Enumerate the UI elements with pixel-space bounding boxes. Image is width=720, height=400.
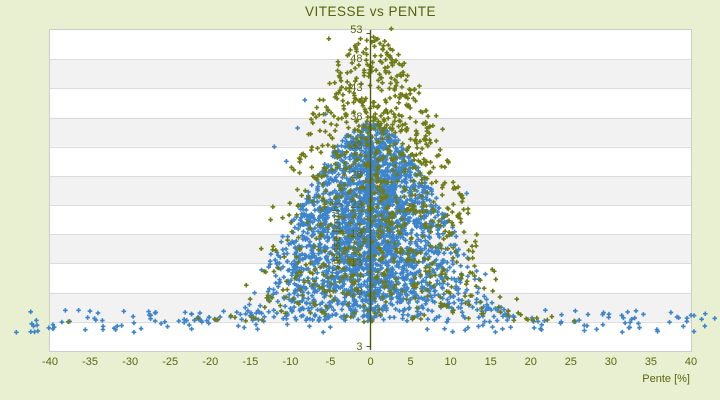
y-tick-label: 33 — [350, 140, 363, 153]
y-tick-label: 38 — [350, 111, 363, 124]
x-axis-title: Pente [%] — [642, 373, 690, 385]
y-tick-label: 3 — [356, 341, 363, 353]
x-tick-label: 0 — [367, 356, 374, 368]
x-tick-label: 5 — [407, 356, 414, 368]
x-tick-label: -5 — [325, 356, 336, 368]
x-tick-label: -35 — [82, 356, 99, 368]
y-tick-label: 28 — [350, 169, 363, 182]
y-tick-label: 53 — [350, 23, 363, 36]
x-tick-label: 20 — [524, 356, 537, 368]
x-tick-label: -10 — [282, 356, 299, 368]
y-tick-label: 18 — [350, 227, 363, 240]
y-tick-label: 48 — [350, 52, 363, 65]
x-tick-label: 40 — [684, 356, 698, 368]
x-tick-label: 35 — [644, 356, 658, 368]
x-tick-label: -25 — [162, 356, 179, 368]
x-tick-label: 15 — [484, 356, 497, 368]
x-tick-label: 30 — [604, 356, 617, 368]
x-tick-label: -30 — [122, 356, 139, 368]
x-tick-label: -20 — [202, 356, 219, 368]
y-tick-label: 43 — [350, 81, 363, 94]
x-tick-label: 10 — [444, 356, 457, 368]
x-tick-label: 25 — [564, 356, 577, 368]
y-tick-label: 23 — [350, 198, 363, 211]
y-tick-label: 8 — [356, 286, 363, 299]
x-tick-label: -15 — [242, 356, 259, 368]
x-tick-label: -40 — [42, 356, 58, 368]
y-tick-label: 13 — [350, 256, 363, 269]
